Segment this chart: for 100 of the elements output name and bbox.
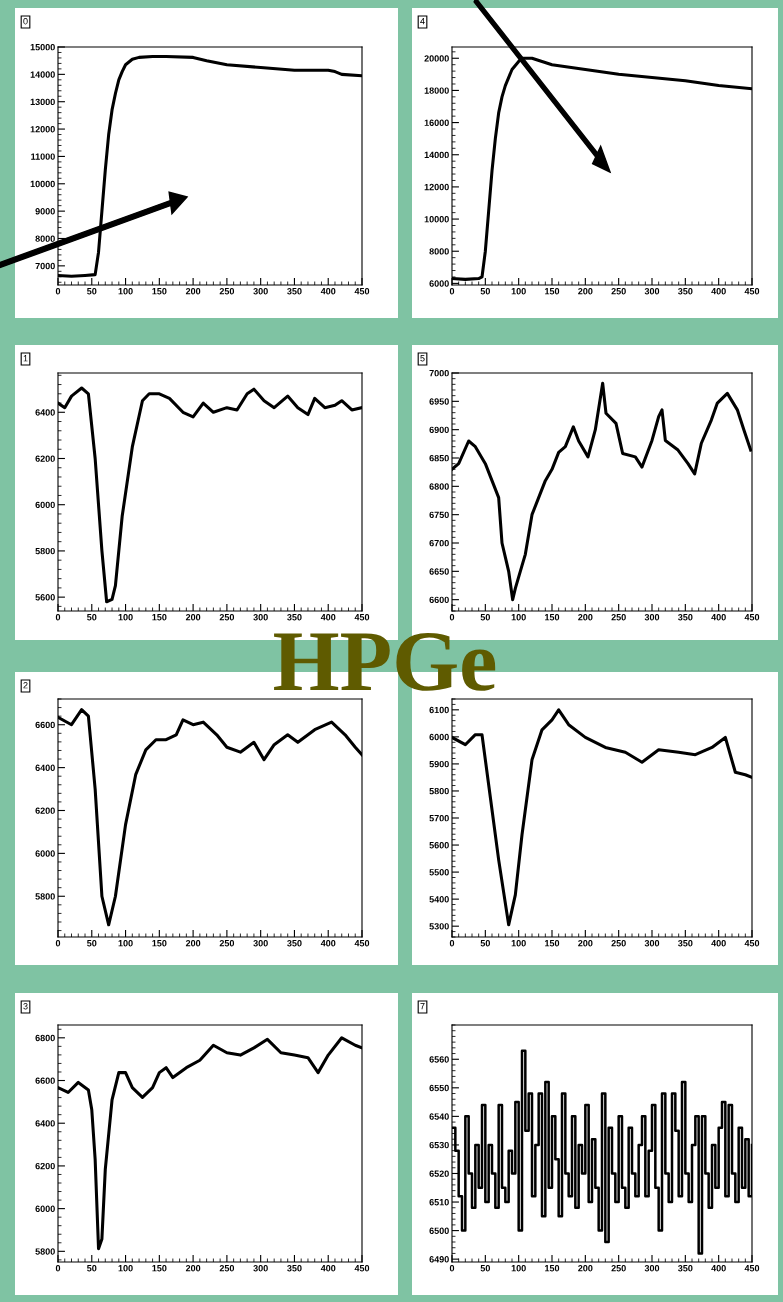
x-tick-label: 150 (152, 288, 167, 295)
x-tick-label: 250 (611, 940, 626, 947)
y-tick-label: 11000 (31, 153, 55, 160)
y-tick-label: 5900 (429, 760, 449, 768)
x-tick-label: 50 (480, 940, 490, 947)
x-tick-label: 50 (87, 1265, 97, 1272)
chart-title: 4 (420, 18, 425, 25)
y-tick-label: 8000 (429, 248, 449, 255)
x-tick-label: 350 (678, 614, 693, 621)
x-tick-label: 250 (219, 940, 235, 947)
x-tick-label: 450 (744, 1265, 760, 1272)
x-tick-label: 100 (118, 288, 133, 295)
chart-title: 3 (23, 1003, 28, 1010)
x-tick-label: 300 (253, 1265, 268, 1272)
y-tick-label: 5300 (429, 923, 449, 930)
x-tick-label: 100 (511, 1265, 526, 1272)
y-tick-label: 6200 (35, 807, 55, 814)
chart-title: 0 (23, 18, 28, 25)
y-tick-label: 6000 (429, 733, 449, 741)
x-tick-label: 250 (219, 1265, 235, 1272)
x-tick-label: 0 (55, 614, 61, 621)
x-tick-label: 0 (449, 288, 455, 295)
y-tick-label: 6540 (429, 1113, 449, 1120)
x-tick-label: 300 (644, 940, 660, 947)
x-tick-label: 100 (118, 940, 133, 947)
y-tick-label: 6650 (429, 568, 449, 575)
x-tick-label: 300 (253, 288, 268, 295)
x-tick-label: 400 (711, 940, 726, 947)
x-tick-label: 350 (678, 940, 693, 947)
x-tick-label: 0 (55, 940, 61, 947)
x-tick-label: 0 (449, 614, 455, 621)
y-tick-label: 6510 (429, 1199, 449, 1206)
y-tick-label: 6600 (429, 596, 449, 604)
y-tick-label: 6600 (35, 721, 55, 729)
y-tick-label: 6530 (429, 1141, 449, 1149)
x-tick-label: 400 (711, 288, 726, 295)
y-tick-label: 6520 (429, 1170, 449, 1177)
x-tick-label: 350 (287, 288, 302, 295)
y-tick-label: 12000 (30, 126, 55, 133)
chart-title: 1 (23, 355, 28, 362)
y-tick-label: 6490 (429, 1256, 449, 1263)
x-tick-label: 300 (644, 288, 660, 295)
y-tick-label: 6200 (35, 455, 55, 462)
x-tick-label: 100 (511, 614, 526, 621)
y-tick-label: 5800 (35, 1248, 55, 1255)
x-tick-label: 200 (185, 940, 201, 947)
x-tick-label: 150 (152, 1265, 167, 1272)
x-tick-label: 50 (87, 288, 97, 295)
x-tick-label: 200 (185, 1265, 201, 1272)
x-tick-label: 350 (678, 288, 693, 295)
x-tick-label: 250 (219, 288, 235, 295)
y-tick-label: 12000 (424, 183, 449, 191)
x-tick-label: 50 (87, 614, 97, 621)
x-tick-label: 200 (578, 940, 593, 947)
x-tick-label: 450 (354, 940, 370, 947)
x-tick-label: 150 (545, 1265, 560, 1272)
x-tick-label: 250 (611, 614, 626, 621)
x-tick-label: 400 (320, 288, 336, 295)
x-tick-label: 50 (480, 614, 490, 621)
y-tick-label: 6400 (35, 409, 55, 416)
y-tick-label: 6750 (429, 511, 449, 519)
y-tick-label: 14000 (30, 71, 55, 78)
y-tick-label: 7000 (429, 369, 449, 377)
y-tick-label: 6800 (35, 1034, 55, 1042)
y-tick-label: 5700 (429, 814, 449, 822)
y-tick-label: 7000 (35, 262, 55, 270)
x-tick-label: 150 (545, 614, 560, 621)
y-tick-label: 5500 (429, 869, 449, 876)
x-tick-label: 350 (287, 940, 302, 947)
y-tick-label: 5600 (35, 594, 55, 601)
y-tick-label: 6600 (35, 1077, 55, 1084)
y-tick-label: 9000 (35, 208, 55, 215)
x-tick-label: 300 (253, 614, 268, 621)
x-tick-label: 100 (118, 614, 133, 621)
y-tick-label: 6700 (429, 539, 449, 547)
x-tick-label: 50 (480, 1265, 490, 1272)
x-tick-label: 250 (219, 614, 235, 621)
y-tick-label: 18000 (424, 87, 449, 94)
x-tick-label: 450 (744, 288, 760, 295)
y-tick-label: 5800 (35, 547, 55, 555)
y-tick-label: 6100 (429, 706, 449, 714)
x-tick-label: 150 (152, 614, 167, 621)
chart-title: 5 (420, 355, 425, 362)
x-tick-label: 400 (320, 940, 336, 947)
x-tick-label: 100 (511, 288, 526, 295)
y-tick-label: 10000 (424, 216, 449, 223)
x-tick-label: 400 (711, 614, 726, 621)
y-tick-label: 20000 (424, 55, 449, 62)
y-tick-label: 6500 (429, 1227, 449, 1234)
y-tick-label: 8000 (35, 235, 55, 242)
x-tick-label: 300 (253, 940, 268, 947)
y-tick-label: 16000 (424, 119, 449, 126)
x-tick-label: 200 (578, 288, 593, 295)
x-tick-label: 250 (611, 1265, 626, 1272)
x-tick-label: 150 (545, 940, 560, 947)
x-tick-label: 200 (185, 614, 201, 621)
x-tick-label: 150 (152, 940, 167, 947)
y-tick-label: 5800 (35, 893, 55, 900)
y-tick-label: 13000 (30, 98, 55, 106)
y-tick-label: 5400 (429, 896, 449, 903)
